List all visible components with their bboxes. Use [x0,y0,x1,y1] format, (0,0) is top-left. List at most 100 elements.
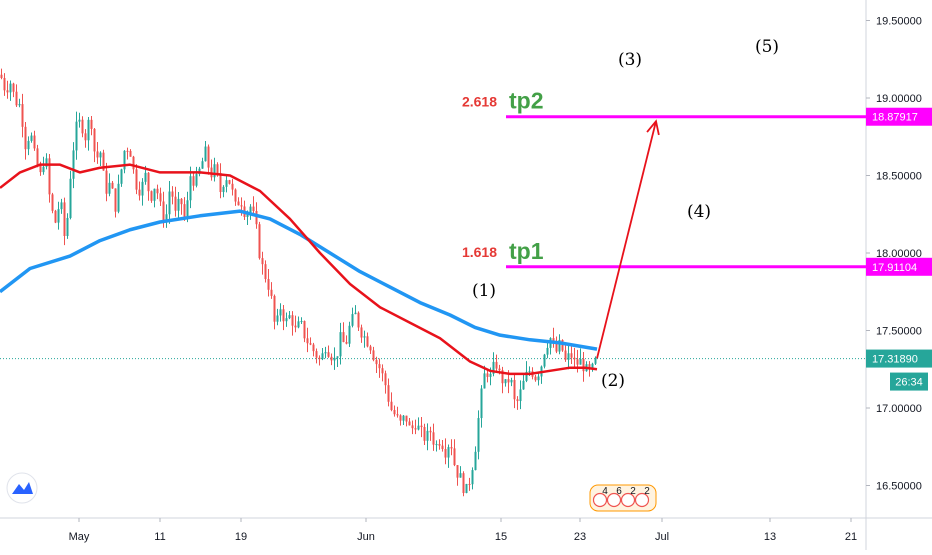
candle-up [591,363,594,370]
time-tick-label: 11 [154,531,165,543]
candle-down [486,373,489,377]
candle-down [234,189,237,202]
candle-up [321,353,324,360]
candle-up [594,357,597,364]
candle-down [114,188,117,212]
candle-up [222,186,225,193]
logo-mark [12,482,33,494]
candle-down [183,204,186,217]
candle-down [147,172,150,192]
candle-up [201,161,204,169]
candle-down [129,150,132,157]
candle-down [12,83,15,92]
candle-up [225,180,228,187]
time-tick-label: 23 [574,531,586,543]
candle-up [177,198,180,211]
candle-down [498,368,501,371]
time-tick-label: Jun [357,531,375,543]
candle-down [39,165,42,173]
candle-up [528,371,531,373]
candle-down [216,164,219,173]
wave-label: (3) [618,50,642,70]
candle-up [27,140,30,150]
candle-down [582,358,585,372]
price-tick-label: 18.50000 [876,171,922,183]
candle-up [120,169,123,184]
candle-down [3,77,6,91]
candle-up [75,121,78,151]
candle-down [312,344,315,352]
candle-up [459,473,462,478]
tradingview-logo-icon[interactable] [6,472,38,504]
candle-down [441,445,444,450]
candle-down [405,415,408,422]
candle-down [555,343,558,352]
candle-up [186,200,189,217]
candle-down [372,350,375,361]
candle-down [105,170,108,194]
candle-up [57,209,60,223]
candle-down [261,258,264,265]
fib-price-tag [866,257,932,276]
projection-arrow-line[interactable] [596,121,657,359]
candle-down [576,359,579,365]
candle-up [558,339,561,352]
candle-up [324,352,327,354]
candle-down [171,191,174,197]
price-axis: 16.50000 17.00000 17.50000 18.00000 18.50000… [866,16,922,493]
candle-up [417,425,420,430]
candle-down [561,339,564,351]
candle-up [336,356,339,358]
candle-up [72,150,75,179]
candle-up [18,104,21,106]
candle-down [84,133,87,141]
candle-up [195,174,198,186]
candle-down [411,425,414,429]
candle-up [279,309,282,316]
candle-down [33,135,36,149]
time-tick-label: 13 [764,531,776,543]
candle-down [423,427,426,441]
candle-down [162,201,165,221]
event-count-label: 4 [602,486,608,497]
event-count-label: 6 [616,486,622,497]
candle-up [474,451,477,471]
candle-down [231,183,234,190]
candle-up [339,332,342,357]
candle-down [513,379,516,400]
time-tick-label: May [69,531,90,543]
candle-up [426,430,429,441]
candle-down [192,176,195,186]
candle-down [90,119,93,129]
candle-up [189,176,192,201]
candle-up [165,214,168,221]
fib-ratio-label-tp2: 2.618 [462,94,497,110]
candle-up [435,444,438,446]
candle-down [270,289,273,296]
candle-down [294,325,297,328]
candle-up [567,353,570,360]
candle-down [273,295,276,322]
candle-down [51,194,54,211]
candle-up [87,119,90,141]
candlestick-series [0,68,597,497]
candle-down [219,172,222,193]
candle-down [180,198,183,205]
time-tick-label: 21 [845,531,857,543]
price-tick-label: 19.00000 [876,93,922,105]
candle-up [297,321,300,328]
candle-down [462,473,465,494]
candle-up [489,373,492,377]
candle-down [138,189,141,196]
candle-up [153,188,156,201]
candle-down [156,188,159,194]
time-axis: May 11 19 Jun 15 23 Jul 13 21 [69,518,857,543]
candle-down [6,90,9,93]
candle-down [375,360,378,365]
candle-up [546,347,549,355]
fib-price-tag [866,107,932,126]
wave-label: (1) [472,281,496,301]
